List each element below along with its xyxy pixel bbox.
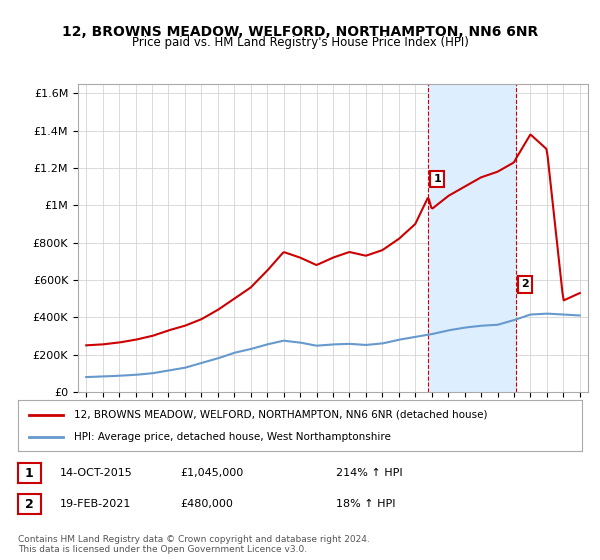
Text: 1: 1 bbox=[25, 466, 34, 480]
Text: 2: 2 bbox=[521, 279, 529, 290]
Text: 12, BROWNS MEADOW, WELFORD, NORTHAMPTON, NN6 6NR: 12, BROWNS MEADOW, WELFORD, NORTHAMPTON,… bbox=[62, 25, 538, 39]
Text: 19-FEB-2021: 19-FEB-2021 bbox=[60, 499, 131, 509]
Text: 18% ↑ HPI: 18% ↑ HPI bbox=[336, 499, 395, 509]
Text: 2: 2 bbox=[25, 497, 34, 511]
Text: HPI: Average price, detached house, West Northamptonshire: HPI: Average price, detached house, West… bbox=[74, 432, 391, 442]
Text: 12, BROWNS MEADOW, WELFORD, NORTHAMPTON, NN6 6NR (detached house): 12, BROWNS MEADOW, WELFORD, NORTHAMPTON,… bbox=[74, 409, 488, 419]
Text: 1: 1 bbox=[433, 174, 441, 184]
Text: 214% ↑ HPI: 214% ↑ HPI bbox=[336, 468, 403, 478]
Text: Contains HM Land Registry data © Crown copyright and database right 2024.
This d: Contains HM Land Registry data © Crown c… bbox=[18, 535, 370, 554]
Text: 14-OCT-2015: 14-OCT-2015 bbox=[60, 468, 133, 478]
Text: Price paid vs. HM Land Registry's House Price Index (HPI): Price paid vs. HM Land Registry's House … bbox=[131, 36, 469, 49]
Text: £480,000: £480,000 bbox=[180, 499, 233, 509]
Text: £1,045,000: £1,045,000 bbox=[180, 468, 243, 478]
Bar bbox=[428, 84, 516, 392]
